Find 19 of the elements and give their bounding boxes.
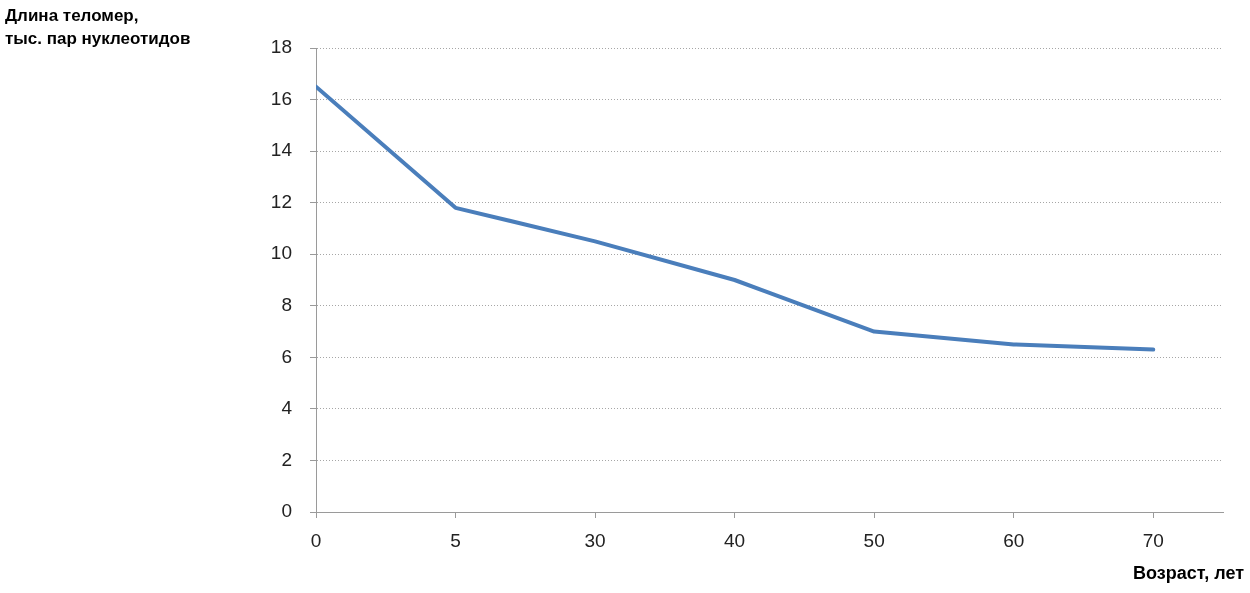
y-tick-label: 2 (281, 448, 292, 470)
y-tick-label: 4 (281, 397, 293, 419)
x-tick-label: 50 (863, 529, 885, 551)
y-tick-label: 8 (281, 294, 292, 316)
x-tick-label: 60 (1003, 529, 1025, 551)
y-tick-label: 14 (270, 139, 293, 161)
y-tick-label: 12 (270, 190, 292, 212)
y-tick-label: 16 (270, 87, 292, 109)
y-axis-title: Длина теломер, тыс. пар нуклеотидов (5, 5, 191, 50)
x-tick-label: 70 (1142, 529, 1164, 551)
y-tick-label: 18 (270, 36, 292, 58)
x-tick-label: 5 (450, 529, 461, 551)
x-axis-title: Возраст, лет (1133, 563, 1244, 584)
y-tick-label: 6 (281, 345, 292, 367)
x-tick-label: 30 (584, 529, 606, 551)
y-tick-label: 0 (281, 500, 292, 522)
x-tick-label: 40 (724, 529, 746, 551)
x-tick-label: 0 (310, 529, 322, 551)
y-tick-label: 10 (270, 242, 292, 264)
